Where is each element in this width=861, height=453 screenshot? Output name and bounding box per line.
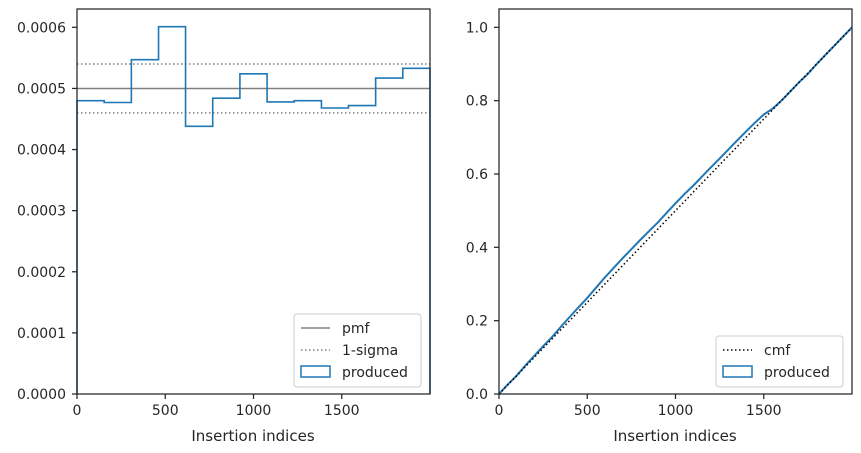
y-axis-ticks: 0.0 0.2 0.4 0.6 0.8 1.0 — [466, 20, 499, 403]
cdf-series — [498, 26, 853, 395]
legend-produced-swatch — [300, 365, 331, 378]
legend-produced-label: produced — [342, 365, 408, 381]
legend-pmf-label: pmf — [342, 321, 371, 337]
legend-sigma-label: 1-sigma — [342, 343, 398, 359]
legend-box — [715, 335, 844, 388]
histogram-series — [76, 25, 431, 394]
x-tick-label: 1500 — [746, 403, 782, 419]
x-tick-label: 1500 — [324, 403, 360, 419]
y-axis-ticks: 0.0000 0.0001 0.0002 0.0003 0.0004 0.0005 0.00… — [17, 20, 77, 403]
legend-produced-swatch — [722, 365, 753, 378]
y-tick-label: 0.4 — [466, 240, 488, 256]
cdf-panel: 0 500 1000 1500 0.0 0.2 0.4 0.6 0.8 1.0 Insertio… — [466, 8, 853, 445]
cmf-line — [498, 26, 853, 395]
y-tick-label: 0.0002 — [17, 265, 66, 281]
x-tick-label: 500 — [574, 403, 601, 419]
x-axis-ticks: 0 500 1000 1500 — [73, 394, 360, 419]
y-tick-label: 0.0000 — [17, 387, 66, 403]
y-tick-label: 0.2 — [466, 314, 488, 330]
legend: cmf produced — [715, 335, 844, 388]
y-tick-label: 0.0006 — [17, 20, 66, 36]
x-axis-label: Insertion indices — [191, 427, 314, 445]
legend-box — [293, 313, 422, 388]
legend-cmf-label: cmf — [764, 343, 791, 359]
x-tick-label: 500 — [152, 403, 179, 419]
x-tick-label: 1000 — [236, 403, 272, 419]
reference-lines — [77, 63, 430, 114]
y-tick-label: 1.0 — [466, 20, 488, 36]
x-tick-label: 1000 — [658, 403, 694, 419]
x-tick-label: 0 — [495, 403, 504, 419]
y-tick-label: 0.0003 — [17, 204, 66, 220]
y-tick-label: 0.0005 — [17, 81, 66, 97]
x-axis-ticks: 0 500 1000 1500 — [495, 394, 782, 419]
y-tick-label: 0.0001 — [17, 326, 66, 342]
y-tick-label: 0.0 — [466, 387, 488, 403]
x-tick-label: 0 — [73, 403, 82, 419]
y-tick-label: 0.6 — [466, 167, 488, 183]
y-tick-label: 0.8 — [466, 94, 488, 110]
produced-step-outline — [76, 25, 431, 394]
x-axis-label: Insertion indices — [613, 427, 736, 445]
y-tick-label: 0.0004 — [17, 143, 66, 159]
legend: pmf 1-sigma produced — [293, 313, 422, 388]
legend-produced-label: produced — [764, 365, 830, 381]
histogram-panel: 0 500 1000 1500 0.00000.00010.00020.00030.0… — [17, 8, 431, 445]
